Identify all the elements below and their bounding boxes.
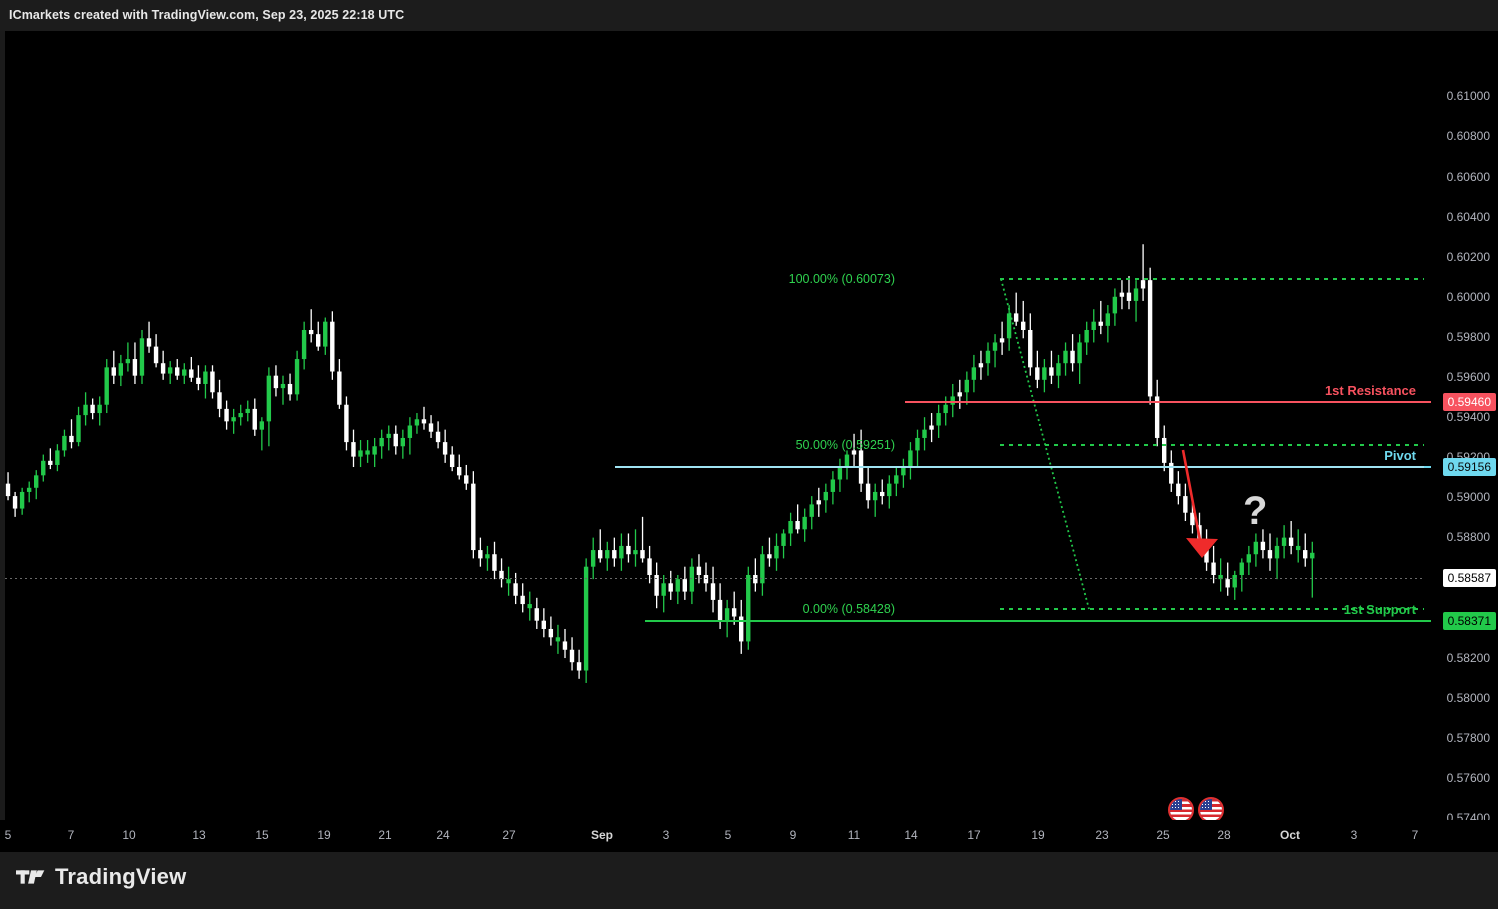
- time-axis-tick: Sep: [590, 828, 614, 842]
- support-price-tag-stub: [1424, 620, 1431, 622]
- time-axis-tick: 3: [662, 828, 670, 842]
- price-axis[interactable]: 0.61000 0.60800 0.60600 0.60400 0.60200 0.600…: [1424, 31, 1498, 820]
- price-axis-tick: 0.58200: [1446, 651, 1490, 665]
- price-axis-tick: 0.59600: [1446, 370, 1490, 384]
- price-axis-tick: 0.59800: [1446, 330, 1490, 344]
- time-axis-tick: 11: [847, 828, 861, 842]
- pivot-price-tag-stub: [1424, 466, 1431, 468]
- time-axis-tick: 17: [967, 828, 981, 842]
- last-price-line: [0, 578, 1424, 579]
- price-axis-tick: 0.60600: [1446, 170, 1490, 184]
- time-axis-tick: 3: [1350, 828, 1358, 842]
- time-axis-tick: 28: [1217, 828, 1231, 842]
- price-axis-tick: 0.61000: [1446, 89, 1490, 103]
- us-flag-event-icon[interactable]: [1198, 797, 1224, 820]
- time-axis-tick: 24: [436, 828, 450, 842]
- last-price-tag[interactable]: 0.58587: [1442, 569, 1496, 587]
- price-axis-tick: 0.60800: [1446, 129, 1490, 143]
- chart-plot-area[interactable]: 100.00% (0.60073) 50.00% (0.59251) 0.00% (…: [0, 31, 1424, 820]
- footer-bar: TradingView: [0, 852, 1498, 909]
- left-edge-gutter: [0, 31, 5, 820]
- fibonacci-level-line[interactable]: [1000, 444, 1424, 446]
- price-axis-tick: 0.57400: [1446, 811, 1490, 820]
- pivot-level-line[interactable]: [615, 466, 1424, 468]
- time-axis-tick: 14: [904, 828, 918, 842]
- price-axis-tick: 0.59400: [1446, 410, 1490, 424]
- time-axis-tick: 10: [122, 828, 136, 842]
- price-axis-tick: 0.58000: [1446, 691, 1490, 705]
- time-axis-tick: 15: [255, 828, 269, 842]
- time-axis-tick: 19: [1031, 828, 1045, 842]
- time-axis-tick: 21: [378, 828, 392, 842]
- candlestick-series: [5, 244, 1315, 683]
- support-price-tag[interactable]: 0.58371: [1442, 612, 1496, 630]
- price-axis-tick: 0.57600: [1446, 771, 1490, 785]
- time-axis-tick: 5: [724, 828, 732, 842]
- fibonacci-level-line[interactable]: [1000, 608, 1424, 610]
- price-axis-tick: 0.59000: [1446, 490, 1490, 504]
- resistance-level-line[interactable]: [905, 401, 1424, 403]
- time-axis-tick: 9: [789, 828, 797, 842]
- price-axis-tick: 0.60000: [1446, 290, 1490, 304]
- fibonacci-level-label: 50.00% (0.59251): [795, 438, 895, 452]
- time-axis-tick: 7: [67, 828, 75, 842]
- price-axis-tick: 0.60400: [1446, 210, 1490, 224]
- fibonacci-level-line[interactable]: [1000, 278, 1424, 280]
- time-axis-tick: 27: [502, 828, 516, 842]
- time-axis-tick: Oct: [1279, 828, 1301, 842]
- time-axis-tick: 7: [1411, 828, 1419, 842]
- resistance-price-tag-stub: [1424, 401, 1431, 403]
- support-level-label: 1st Support: [1343, 602, 1416, 617]
- support-level-line[interactable]: [645, 620, 1424, 622]
- chart-header-bar: ICmarkets created with TradingView.com, …: [0, 0, 1498, 31]
- us-flag-event-icon[interactable]: [1168, 797, 1194, 820]
- resistance-level-label: 1st Resistance: [1324, 383, 1416, 398]
- pivot-price-tag[interactable]: 0.59156: [1442, 458, 1496, 476]
- tradingview-logo-text: TradingView: [55, 864, 187, 889]
- time-axis-tick: 19: [317, 828, 331, 842]
- chart-attribution-text: ICmarkets created with TradingView.com, …: [9, 8, 405, 22]
- pivot-level-label: Pivot: [1384, 448, 1416, 463]
- tradingview-logo-icon: [16, 870, 45, 884]
- time-axis-tick: 5: [4, 828, 12, 842]
- time-axis-tick: 25: [1156, 828, 1170, 842]
- price-axis-tick: 0.60200: [1446, 250, 1490, 264]
- price-axis-tick: 0.57800: [1446, 731, 1490, 745]
- time-axis-tick: 13: [192, 828, 206, 842]
- tradingview-logo[interactable]: TradingView: [16, 864, 186, 890]
- time-axis[interactable]: 5 7 10 13 15 19 21 24 27 Sep 3 5 9 11 14 17 19 23 25 28 Oct 3…: [0, 820, 1498, 852]
- fibonacci-level-label: 100.00% (0.60073): [788, 272, 895, 286]
- fibonacci-level-label: 0.00% (0.58428): [802, 602, 895, 616]
- price-axis-tick: 0.58800: [1446, 530, 1490, 544]
- question-mark-annotation: ?: [1243, 489, 1268, 533]
- time-axis-tick: 23: [1095, 828, 1109, 842]
- resistance-price-tag[interactable]: 0.59460: [1442, 393, 1496, 411]
